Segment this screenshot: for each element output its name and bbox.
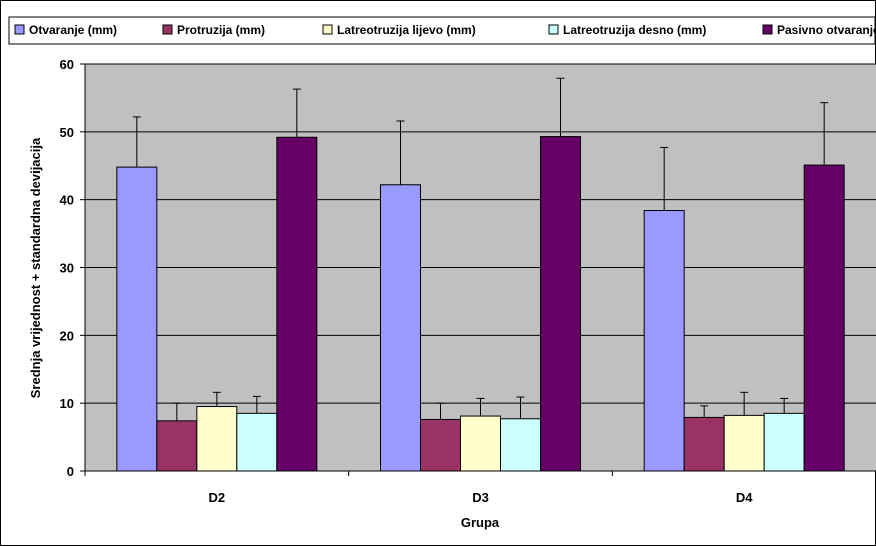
- bar: [683, 416, 725, 472]
- bar: [460, 415, 501, 472]
- y-tick-label: 40: [60, 193, 74, 208]
- bar: [540, 136, 581, 472]
- bar: [236, 412, 278, 472]
- x-tick-label: D3: [472, 490, 489, 505]
- bars: [116, 77, 845, 472]
- bar: [803, 164, 845, 472]
- legend-label: Protruzija (mm): [177, 23, 265, 37]
- legend: Otvaranje (mm) Protruzija (mm) Latreotruzi…: [8, 16, 876, 45]
- legend-swatch: [322, 24, 333, 35]
- bar: [276, 136, 318, 472]
- bar: [156, 420, 198, 472]
- bar: [723, 414, 765, 472]
- legend-label: Latreotruzija lijevo (mm): [337, 23, 476, 37]
- bar: [500, 418, 541, 472]
- legend-box: [8, 16, 876, 45]
- x-axis-title: Grupa: [461, 515, 500, 530]
- legend-label: Latreotruzija desno (mm): [563, 23, 706, 37]
- gridlines: [85, 63, 876, 404]
- legend-swatch: [162, 24, 173, 35]
- y-tick-labels: 0 10 20 30 40 50 60: [60, 57, 74, 479]
- y-axis-title: Srednja vrijednost + standardna devijaci…: [28, 137, 43, 398]
- bar: [380, 184, 421, 472]
- bar: [420, 418, 461, 472]
- y-tick-label: 50: [60, 125, 74, 140]
- legend-swatch: [14, 24, 25, 35]
- legend-label: Otvaranje (mm): [29, 23, 117, 37]
- bar: [116, 166, 158, 472]
- y-tick-label: 30: [60, 261, 74, 276]
- axes: [80, 63, 876, 476]
- legend-swatch: [548, 24, 559, 35]
- y-tick-label: 60: [60, 57, 74, 72]
- x-tick-label: D2: [209, 490, 226, 505]
- y-tick-label: 0: [67, 464, 74, 479]
- y-tick-label: 20: [60, 328, 74, 343]
- legend-swatch: [762, 24, 773, 35]
- x-tick-labels: D2 D3 D4: [209, 490, 754, 505]
- bar: [643, 210, 685, 472]
- bar: [196, 406, 238, 472]
- bar: [763, 412, 805, 472]
- y-tick-label: 10: [60, 396, 74, 411]
- x-tick-label: D4: [736, 490, 753, 505]
- legend-label: Pasivno otvaranje (mm): [777, 23, 876, 37]
